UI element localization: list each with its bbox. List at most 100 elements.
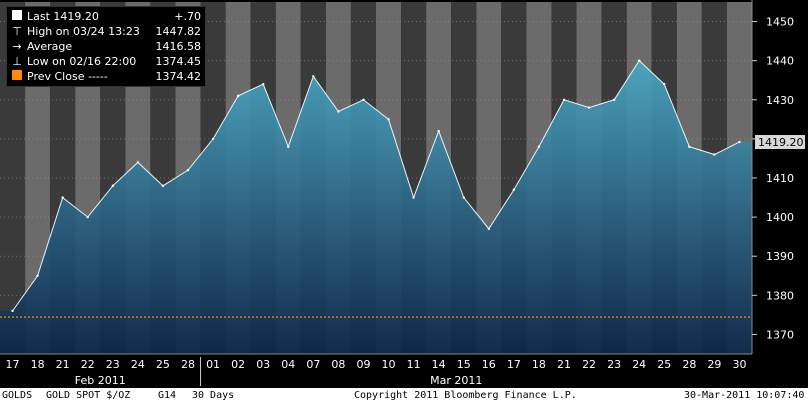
legend-low: ⊥ Low on 02/16 22:00 1374.45 [11, 54, 201, 69]
x-tick-label-4: 23 [106, 358, 120, 371]
low-marker-icon: ⊥ [12, 55, 22, 68]
legend-last-value: +.70 [174, 10, 201, 23]
price-point-18 [462, 196, 465, 199]
month-label-1: Mar 2011 [430, 374, 482, 387]
x-tick-label-28: 29 [707, 358, 721, 371]
legend-average: → Average 1416.58 [11, 39, 201, 54]
price-point-0 [11, 309, 14, 313]
price-point-23 [587, 106, 591, 109]
legend-low-value: 1374.45 [155, 55, 202, 68]
footer-security-name: GOLD SPOT $/OZ [46, 390, 131, 401]
footer-period: 30 Days [192, 390, 235, 401]
x-tick-label-5: 24 [131, 358, 145, 371]
price-point-17 [437, 129, 440, 133]
x-tick-label-22: 21 [557, 358, 571, 371]
last-price-tag [755, 135, 805, 150]
price-point-27 [688, 145, 691, 148]
price-point-4 [111, 184, 115, 188]
last-swatch-icon [11, 9, 23, 24]
y-tick-label-1440: 1440 [766, 55, 794, 68]
price-point-12 [312, 75, 315, 78]
footer-timestamp: 30-Mar-2011 10:07:40 [684, 390, 805, 401]
y-tick-label-1400: 1400 [766, 211, 794, 224]
price-point-20 [512, 188, 516, 191]
x-tick-label-8: 01 [206, 358, 220, 371]
price-point-21 [537, 145, 541, 148]
legend-last-label: Last 1419.20 [27, 10, 99, 23]
price-point-29 [738, 140, 741, 144]
price-point-24 [612, 98, 616, 101]
price-point-3 [86, 215, 89, 219]
x-tick-label-16: 11 [407, 358, 421, 371]
y-tick-label-1380: 1380 [766, 289, 794, 302]
price-point-1 [36, 274, 39, 277]
price-point-6 [161, 184, 165, 188]
x-tick-label-13: 08 [331, 358, 345, 371]
x-tick-label-27: 28 [682, 358, 696, 371]
prev-close-swatch-icon [11, 69, 23, 84]
legend: Last 1419.20 +.70 ⊤ High on 03/24 13:23 … [6, 6, 206, 87]
legend-high: ⊤ High on 03/24 13:23 1447.82 [11, 24, 201, 39]
y-axis-panel [752, 0, 808, 356]
x-tick-label-25: 24 [632, 358, 646, 371]
footer-ticker: GOLDS [2, 390, 33, 401]
x-tick-label-19: 16 [482, 358, 496, 371]
x-tick-label-24: 23 [607, 358, 621, 371]
legend-low-label: Low on 02/16 22:00 [27, 55, 137, 68]
legend-prev-close-value: 1374.42 [155, 70, 202, 83]
legend-last: Last 1419.20 +.70 [11, 9, 201, 24]
price-point-15 [387, 118, 390, 121]
last-price-label: 1419.20 [758, 136, 804, 149]
x-tick-label-18: 15 [457, 358, 471, 371]
price-point-25 [638, 59, 641, 62]
price-point-13 [337, 110, 340, 113]
price-area [0, 60, 752, 355]
price-point-16 [412, 196, 415, 199]
x-tick-label-17: 14 [432, 358, 446, 371]
x-tick-label-23: 22 [582, 358, 596, 371]
legend-average-value: 1416.58 [155, 40, 202, 53]
month-label-0: Feb 2011 [75, 374, 126, 387]
legend-average-label: Average [27, 40, 73, 53]
x-tick-label-20: 17 [507, 358, 521, 371]
price-point-9 [236, 94, 240, 98]
x-tick-label-11: 04 [281, 358, 295, 371]
price-point-2 [61, 196, 64, 199]
y-tick-label-1370: 1370 [766, 328, 794, 341]
price-line [12, 59, 740, 312]
x-tick-label-3: 22 [81, 358, 95, 371]
high-marker-icon: ⊤ [12, 25, 22, 38]
x-tick-label-9: 02 [231, 358, 245, 371]
price-point-22 [562, 98, 566, 101]
footer-code: G14 [158, 390, 177, 401]
y-tick-label-1390: 1390 [766, 250, 794, 263]
legend-prev-close: Prev Close ----- 1374.42 [11, 69, 201, 84]
price-point-26 [663, 82, 666, 86]
x-axis-panel [0, 354, 808, 388]
price-point-11 [287, 145, 290, 148]
x-tick-label-21: 18 [532, 358, 546, 371]
footer-bar: GOLDS GOLD SPOT $/OZ G14 30 Days Copyrig… [0, 388, 808, 404]
price-point-19 [487, 227, 490, 231]
y-tick-label-1450: 1450 [766, 16, 794, 29]
legend-prev-close-label: Prev Close ----- [27, 70, 108, 83]
legend-high-label: High on 03/24 13:23 [27, 25, 140, 38]
x-tick-label-2: 21 [56, 358, 70, 371]
x-tick-label-7: 28 [181, 358, 195, 371]
x-tick-label-14: 09 [356, 358, 370, 371]
x-tick-label-6: 25 [156, 358, 170, 371]
x-tick-label-26: 25 [657, 358, 671, 371]
gold-price-chart: 1370138013901400141014201430144014501419… [0, 0, 808, 388]
x-tick-label-12: 07 [306, 358, 320, 371]
footer-copyright: Copyright 2011 Bloomberg Finance L.P. [354, 390, 577, 401]
y-tick-label-1430: 1430 [766, 94, 794, 107]
average-marker-icon: → [12, 40, 22, 53]
x-tick-label-0: 17 [6, 358, 20, 371]
price-point-7 [186, 168, 190, 172]
x-tick-label-10: 03 [256, 358, 270, 371]
x-tick-label-15: 10 [382, 358, 396, 371]
price-point-8 [211, 137, 215, 141]
price-point-10 [262, 82, 265, 86]
price-point-14 [362, 98, 365, 101]
